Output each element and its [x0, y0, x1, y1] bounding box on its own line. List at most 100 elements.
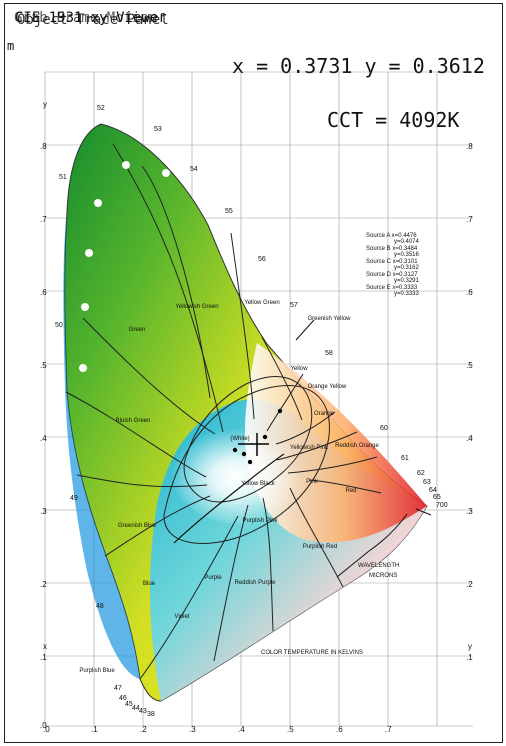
y-tick-label-right: .8 — [466, 142, 473, 151]
region-labels: Green Yellowish Green Yellow Green Green… — [79, 300, 379, 674]
source-line: Source E x=0.3333 — [366, 285, 418, 291]
cct-readout: CCT = 4092K — [327, 108, 460, 132]
region-label: Yellow Green — [244, 300, 279, 306]
bottom-notes: WAVELENGTH MICRONS COLOR TEMPERATURE IN … — [261, 563, 399, 656]
wavelength-label: 64 — [429, 487, 437, 494]
x-tick-label: .0 — [43, 725, 50, 734]
y-tick-label: .2 — [40, 580, 47, 589]
region-label: Bluish Green — [116, 418, 151, 424]
region-label: Pink — [306, 479, 319, 485]
window-title-1: CIE 1931 xy Viewer — [15, 10, 167, 26]
region-label: Red — [345, 488, 356, 494]
wavelength-labels: 52 53 54 55 56 57 58 60 61 62 63 64 65 7… — [55, 105, 448, 718]
y-tick-label-right: .3 — [466, 507, 473, 516]
x-tick-label: .6 — [336, 725, 343, 734]
x-tick-label: .2 — [140, 725, 147, 734]
axis-ticks: .8 .7 .6 .5 .4 .3 .2 .1 .0 .0 .1 .2 .3 .… — [40, 100, 473, 734]
x-tick-label: .7 — [385, 725, 392, 734]
source-line: y=0.4074 — [394, 239, 420, 245]
wavelength-label: 62 — [417, 470, 425, 477]
y-tick-label: .7 — [40, 215, 47, 224]
source-line: Source A x=0.4476 — [366, 233, 417, 239]
source-line: y=0.3333 — [394, 291, 420, 297]
region-label: Greenish Yellow — [307, 316, 351, 322]
y-tick-label: .8 — [40, 142, 47, 151]
wavelength-label: 54 — [190, 166, 198, 173]
wavelength-label: 63 — [423, 479, 431, 486]
y-tick-label: .1 — [40, 653, 47, 662]
axis-x-label: x — [43, 642, 47, 651]
axis-y-label-right: y — [468, 642, 472, 651]
region-label: Purple — [204, 575, 222, 581]
region-label: Purplish Blue — [79, 668, 115, 674]
region-label: Yellowish Green — [175, 304, 218, 310]
source-line: y=0.3162 — [394, 265, 420, 271]
planckian-locus — [173, 408, 285, 544]
y-tick-label: .0 — [40, 721, 47, 730]
wavelength-label: 60 — [380, 425, 388, 432]
y-tick-label: .5 — [40, 361, 47, 370]
color-temperature-label: COLOR TEMPERATURE IN KELVINS — [261, 650, 363, 656]
region-label: Purplish Red — [303, 544, 337, 550]
y-tick-label-right: .2 — [466, 580, 473, 589]
wavelength-label: 50 — [55, 322, 63, 329]
x-tick-label: .1 — [91, 725, 98, 734]
wavelength-label: 52 — [97, 105, 105, 112]
wavelength-label: 49 — [70, 495, 78, 502]
spectral-locus — [63, 123, 428, 702]
wavelength-label: 55 — [225, 208, 233, 215]
wavelength-label: 57 — [290, 302, 298, 309]
y-tick-label-right: .7 — [466, 215, 473, 224]
region-boundaries — [65, 143, 382, 680]
region-label: Yellowish Pink — [290, 445, 329, 451]
cie-svg: .8 .7 .6 .5 .4 .3 .2 .1 .0 .0 .1 .2 .3 .… — [40, 71, 473, 734]
wavelength-label: 48 — [96, 603, 104, 610]
y-tick-label-right: .5 — [466, 361, 473, 370]
wavelength-label: 51 — [59, 174, 67, 181]
region-label: Yellow — [290, 366, 308, 372]
wavelength-callout: WAVELENGTH — [358, 563, 399, 569]
y-tick-label-right: .1 — [466, 653, 473, 662]
x-tick-label: .5 — [287, 725, 294, 734]
wavelength-label: 61 — [401, 455, 409, 462]
region-label: Green — [129, 327, 146, 333]
source-line: y=0.3516 — [394, 252, 420, 258]
source-legend: Source A x=0.4476 y=0.4074 Source B x=0.… — [366, 233, 420, 297]
wavelength-label: 58 — [325, 350, 333, 357]
wavelength-label: 45 — [125, 701, 133, 708]
region-label: Reddish Orange — [335, 443, 379, 449]
window-frame: CIE 1931 xy Viewer Object Trace Panel Gr… — [4, 3, 503, 743]
left-marker: m — [7, 39, 15, 53]
callouts — [295, 319, 432, 578]
window-title-3: Grab Frame Motion — [14, 10, 158, 26]
window-title-2: Object Trace Panel — [17, 12, 169, 28]
y-tick-label: .4 — [40, 434, 47, 443]
cie-diagram[interactable]: .8 .7 .6 .5 .4 .3 .2 .1 .0 .0 .1 .2 .3 .… — [37, 62, 485, 734]
microns-callout: MICRONS — [369, 573, 397, 579]
wavelength-label: 47 — [114, 685, 122, 692]
y-tick-label-right: .6 — [466, 288, 473, 297]
xy-readout: x = 0.3731 y = 0.3612 — [232, 54, 485, 78]
wavelength-label: 56 — [258, 256, 266, 263]
region-label: Reddish Purple — [234, 580, 276, 586]
region-label: Blue — [143, 581, 156, 587]
source-line: Source C x=0.3101 — [366, 259, 418, 265]
wavelength-label: 38 — [147, 711, 155, 718]
x-tick-label: .4 — [238, 725, 245, 734]
y-tick-label-right: .4 — [466, 434, 473, 443]
region-label: Greenish Blue — [118, 523, 157, 529]
region-label: Violet — [175, 614, 190, 620]
region-label: Orange Yellow — [308, 384, 347, 390]
y-tick-label: .6 — [40, 288, 47, 297]
y-tick-label: .3 — [40, 507, 47, 516]
wavelength-label: 65 — [433, 494, 441, 501]
wavelength-label: 44 — [132, 705, 140, 712]
white-point-label: (White) — [230, 436, 249, 442]
source-line: y=0.3291 — [394, 278, 420, 284]
source-line: Source D x=0.3127 — [366, 272, 418, 278]
wavelength-label: 700 — [436, 502, 448, 509]
axis-y-label: y — [43, 100, 47, 109]
wavelength-label: 46 — [119, 695, 127, 702]
x-tick-label: .3 — [189, 725, 196, 734]
wavelength-label: 43 — [139, 708, 147, 715]
